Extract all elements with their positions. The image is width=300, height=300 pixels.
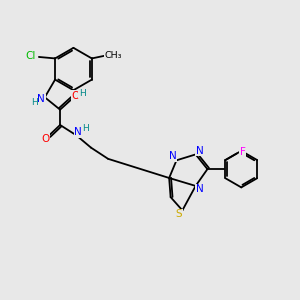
Text: S: S: [176, 209, 182, 220]
Text: F: F: [240, 147, 245, 157]
Text: O: O: [41, 134, 50, 143]
Text: H: H: [82, 124, 89, 133]
Text: N: N: [196, 146, 203, 156]
Text: N: N: [196, 184, 203, 194]
Text: N: N: [169, 152, 176, 161]
Text: O: O: [71, 91, 80, 100]
Text: H: H: [31, 98, 38, 107]
Text: N: N: [38, 94, 45, 104]
Text: H: H: [79, 89, 86, 98]
Text: CH₃: CH₃: [104, 51, 122, 60]
Text: N: N: [74, 127, 82, 137]
Text: Cl: Cl: [26, 51, 36, 62]
